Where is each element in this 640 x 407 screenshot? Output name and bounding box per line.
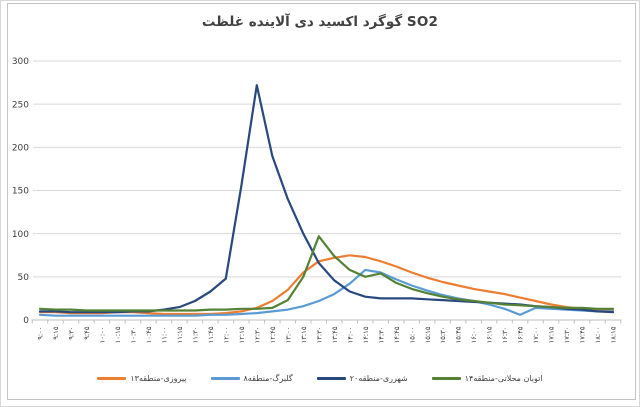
y-axis-tick-label: 300: [12, 57, 29, 67]
gridlines: [33, 60, 621, 278]
x-axis-tick-label: ۹:۴۵: [83, 326, 91, 340]
x-axis-tick-label: ۱۳:۱۵: [300, 326, 308, 343]
x-axis-tick-label: ۱۴:۰۰: [346, 327, 354, 344]
legend-swatch-icon: [431, 377, 461, 380]
x-axis-tick-label: ۱۰:۴۵: [145, 326, 153, 343]
x-axis-tick-label: ۱۳:۰۰: [284, 327, 292, 344]
x-axis-tick-label: ۱۵:۰۰: [408, 327, 416, 344]
x-axis-tick-label: ۱۵:۴۵: [455, 326, 463, 343]
x-axis-tick-label: ۱۲:۴۵: [269, 326, 277, 343]
legend-swatch-icon: [97, 377, 127, 380]
legend-label: پیروزی-منطقه۱۳: [130, 374, 187, 383]
x-axis-tick-label: ۱۳:۳۰: [315, 327, 323, 344]
legend-label: اتوبان محلاتی-منطقه۱۴: [464, 374, 543, 383]
x-axis-tick-label: ۱۷:۱۵: [548, 326, 556, 343]
x-axis-tick-label: ۱۰:۱۵: [114, 326, 122, 343]
x-axis-tick-label: ۱۴:۱۵: [362, 326, 370, 343]
x-axis-tick-label: ۱۲:۳۰: [253, 327, 261, 344]
x-axis-tick-label: ۱۶:۴۵: [517, 326, 525, 343]
x-axis-tick-label: ۱۴:۳۰: [377, 327, 385, 344]
x-axis-tick-label: ۱۱:۰۰: [160, 327, 168, 344]
x-axis-tick-label: ۱۷:۴۵: [579, 326, 587, 343]
y-axis-tick-label: 150: [12, 187, 29, 197]
x-axis-tick-label: ۱۴:۴۵: [393, 326, 401, 343]
x-axis-tick-label: ۱۱:۴۵: [207, 326, 215, 343]
y-axis-tick-label: 250: [12, 100, 29, 110]
series-line-3: [38, 235, 615, 312]
y-axis-tick-label: 100: [12, 230, 29, 240]
x-axis-tick-label: ۱۵:۳۰: [439, 327, 447, 344]
y-axis: 0 50 100 150 200 250 300: [12, 57, 29, 326]
y-axis-tick-label: 200: [12, 144, 29, 154]
y-axis-tick-label: 50: [18, 273, 30, 283]
x-axis-tick-label: ۱۲:۰۰: [222, 327, 230, 344]
chart-title: غلظت‎ آلاینده‎ دی‎ اکسید‎ گوگرد‎ SO2: [201, 14, 439, 30]
legend-swatch-icon: [316, 377, 346, 380]
chart-frame: [7, 3, 636, 400]
x-axis-tick-label: ۱۲:۱۵: [238, 326, 246, 343]
legend-item-0: پیروزی-منطقه۱۳: [97, 374, 187, 383]
legend-label: شهرری-منطقه۲۰: [349, 374, 408, 383]
x-axis-tick-label: ۱۷:۳۰: [563, 327, 571, 344]
x-axis-tick-label: ۱۶:۳۰: [501, 327, 509, 344]
x-axis: ۹:۰۰ ۹:۱۵ ۹:۳۰ ۹:۴۵ ۱۰:۰۰ ۱۰:۱۵ ۱۰:۳۰ ۱۰:۴۵ ۱۱:۰…: [31, 319, 622, 344]
y-axis-tick-label: 0: [23, 316, 29, 326]
legend-item-1: گلبرگ-منطقه۸: [210, 374, 293, 383]
x-axis-tick-label: ۱۰:۳۰: [130, 327, 138, 344]
series-line-1: [38, 268, 615, 317]
chart-legend: پیروزی-منطقه۱۳ گلبرگ-منطقه۸ شهرری-منطقه۲۰ ا…: [0, 374, 640, 383]
x-axis-tick-label: ۱۵:۱۵: [424, 326, 432, 343]
x-axis-tick-label: ۹:۰۰: [37, 327, 45, 340]
x-axis-tick-label: ۱۷:۰۰: [532, 327, 540, 344]
x-axis-tick-label: ۱۰:۰۰: [99, 327, 107, 344]
x-axis-tick-label: ۱۳:۴۵: [331, 326, 339, 343]
legend-item-2: شهرری-منطقه۲۰: [316, 374, 408, 383]
x-axis-tick-label: ۱۱:۳۰: [191, 327, 199, 344]
legend-label: گلبرگ-منطقه۸: [243, 374, 293, 383]
legend-item-3: اتوبان محلاتی-منطقه۱۴: [431, 374, 543, 383]
series-line-2: [38, 84, 615, 314]
x-axis-tick-label: ۹:۳۰: [68, 327, 76, 340]
x-axis-tick-label: ۱۸:۱۵: [610, 326, 618, 343]
x-axis-tick-label: ۹:۱۵: [52, 326, 60, 340]
x-axis-tick-label: ۱۶:۰۰: [470, 327, 478, 344]
x-axis-tick-label: ۱۶:۱۵: [486, 326, 494, 343]
x-axis-tick-label: ۱۱:۱۵: [176, 326, 184, 343]
x-axis-tick-label: ۱۸:۰۰: [594, 327, 602, 344]
legend-swatch-icon: [210, 377, 240, 380]
